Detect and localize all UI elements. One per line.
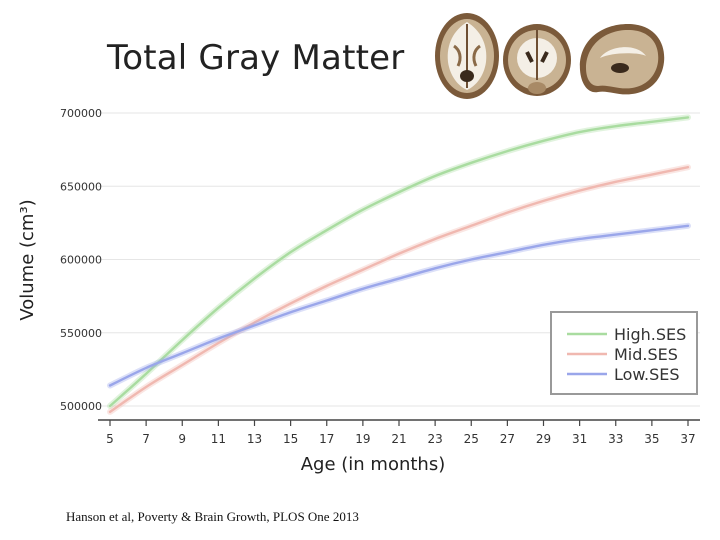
y-tick-label: 650000 <box>60 180 102 193</box>
x-tick-label: 21 <box>391 432 406 446</box>
x-tick-label: 25 <box>464 432 479 446</box>
x-tick-label: 33 <box>608 432 623 446</box>
x-tick-label: 17 <box>319 432 334 446</box>
y-tick-label: 500000 <box>60 400 102 413</box>
series-line-low-ses <box>108 224 690 387</box>
brain-coronal-slice <box>503 24 571 96</box>
brain-sagittal-slice <box>579 24 665 95</box>
gray-matter-chart: 500000 550000 600000 650000 700000 5 7 9 11 13 15… <box>17 107 700 475</box>
x-tick-label: 7 <box>142 432 150 446</box>
y-tick-labels: 500000 550000 600000 650000 700000 <box>60 107 102 413</box>
x-tick-label: 35 <box>644 432 659 446</box>
x-tick-label: 13 <box>247 432 262 446</box>
y-axis-label: Volume (cm³) <box>17 199 38 320</box>
x-tick-label: 11 <box>211 432 226 446</box>
x-tick-label: 9 <box>178 432 186 446</box>
x-tick-label: 31 <box>572 432 587 446</box>
x-tick-label: 5 <box>106 432 114 446</box>
chart-series-lines <box>107 114 691 415</box>
x-tick-label: 15 <box>283 432 298 446</box>
x-tick-label: 19 <box>355 432 370 446</box>
x-tick-label: 23 <box>427 432 442 446</box>
x-tick-label: 37 <box>680 432 695 446</box>
y-tick-label: 550000 <box>60 327 102 340</box>
series-line-mid-ses <box>108 166 690 414</box>
brain-axial-slice <box>435 13 499 99</box>
x-axis-label: Age (in months) <box>301 454 446 475</box>
x-tick-labels: 5 7 9 11 13 15 17 19 21 23 25 27 29 31 33 35 37 <box>106 420 696 446</box>
citation-caption: Hanson et al, Poverty & Brain Growth, PL… <box>66 509 359 524</box>
series-line-high-ses <box>108 116 690 408</box>
slide-title: Total Gray Matter <box>107 38 405 78</box>
x-tick-label: 29 <box>536 432 551 446</box>
legend-label-high-ses: High.SES <box>614 325 686 344</box>
y-tick-label: 700000 <box>60 107 102 120</box>
y-tick-label: 600000 <box>60 254 102 267</box>
brain-images <box>435 13 665 99</box>
x-tick-label: 27 <box>500 432 515 446</box>
legend-label-mid-ses: Mid.SES <box>614 345 678 364</box>
legend-label-low-ses: Low.SES <box>614 365 680 384</box>
